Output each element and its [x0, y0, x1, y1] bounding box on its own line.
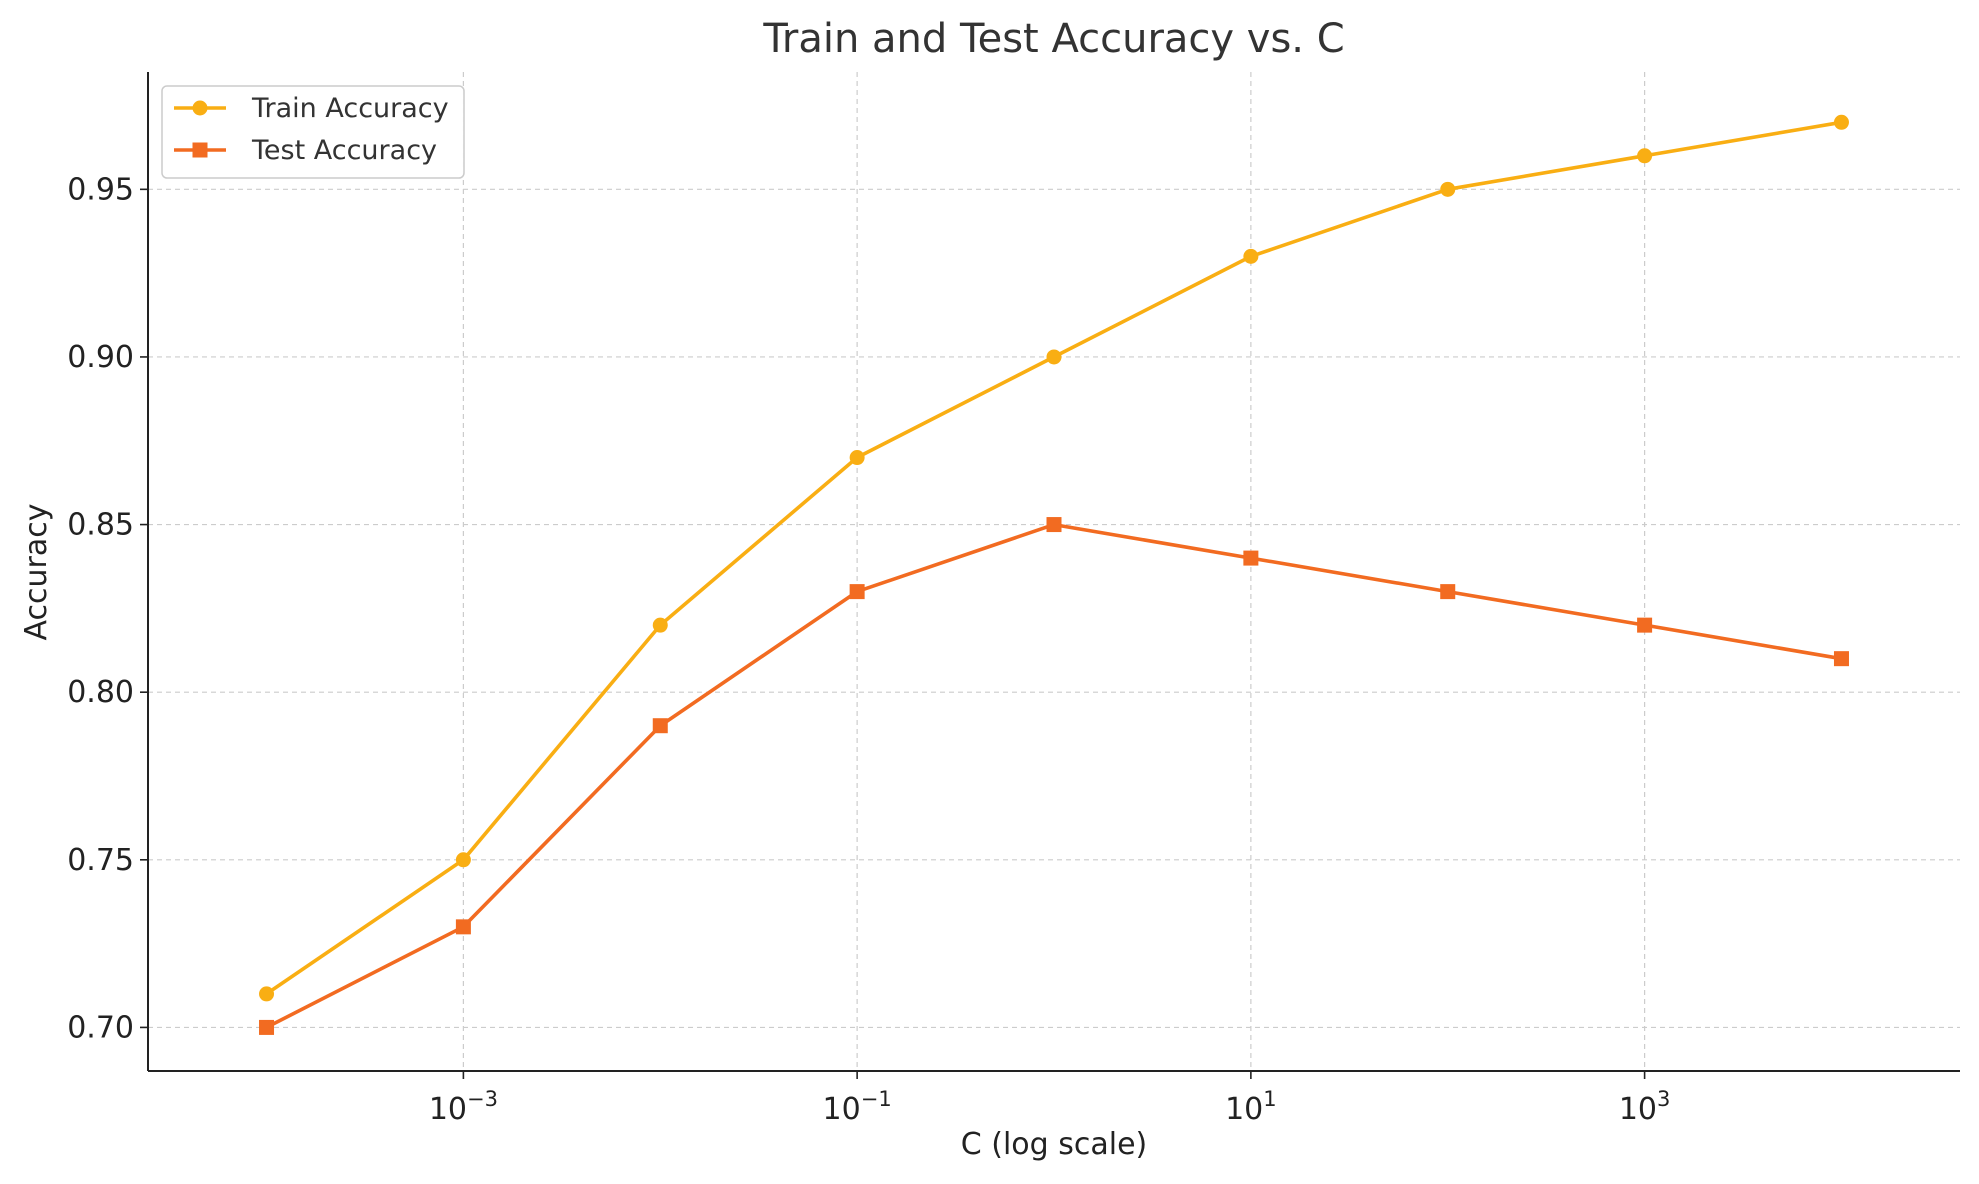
- data-point-train: [259, 986, 275, 1002]
- data-point-train: [1833, 114, 1849, 130]
- x-tick-label: 10−1: [823, 1087, 892, 1127]
- legend-box: [161, 85, 465, 179]
- axes: [140, 72, 1960, 1079]
- data-point-train: [1440, 181, 1456, 197]
- data-point-test: [652, 718, 668, 734]
- legend-label-test: Test Accuracy: [251, 135, 437, 166]
- data-point-train: [455, 852, 471, 868]
- y-axis-label: Accuracy: [19, 504, 54, 641]
- grid: [148, 72, 1960, 1071]
- y-tick-label: 0.75: [67, 843, 134, 878]
- x-tick-label: 10−3: [429, 1087, 498, 1127]
- legend-marker-test: [192, 142, 208, 158]
- data-point-test: [1243, 550, 1259, 566]
- series: [259, 114, 1849, 1035]
- y-tick-label: 0.90: [67, 340, 134, 375]
- y-tick-label: 0.80: [67, 675, 134, 710]
- x-tick-label: 101: [1225, 1087, 1277, 1127]
- y-tick-label: 0.85: [67, 508, 134, 543]
- data-point-train: [652, 617, 668, 633]
- data-point-test: [1637, 617, 1653, 633]
- data-point-test: [259, 1019, 275, 1035]
- data-point-test: [455, 919, 471, 935]
- x-tick-label: 103: [1619, 1087, 1671, 1127]
- y-tick-label: 0.95: [67, 172, 134, 207]
- legend: Train Accuracy Test Accuracy: [161, 85, 465, 179]
- data-point-train: [849, 450, 865, 466]
- legend-marker-train: [192, 100, 208, 116]
- data-point-test: [849, 584, 865, 600]
- data-point-train: [1243, 248, 1259, 264]
- data-point-test: [1046, 517, 1062, 533]
- data-point-test: [1833, 651, 1849, 667]
- x-axis-label: C (log scale): [961, 1127, 1147, 1162]
- data-point-train: [1046, 349, 1062, 365]
- y-tick-label: 0.70: [67, 1010, 134, 1045]
- tick-labels: 0.70 0.75 0.80 0.85 0.90 0.95 10−3 10−1 101 103: [67, 172, 1670, 1127]
- legend-label-train: Train Accuracy: [251, 93, 449, 124]
- data-point-train: [1637, 148, 1653, 164]
- chart-title: Train and Test Accuracy vs. C: [762, 16, 1344, 62]
- data-point-test: [1440, 584, 1456, 600]
